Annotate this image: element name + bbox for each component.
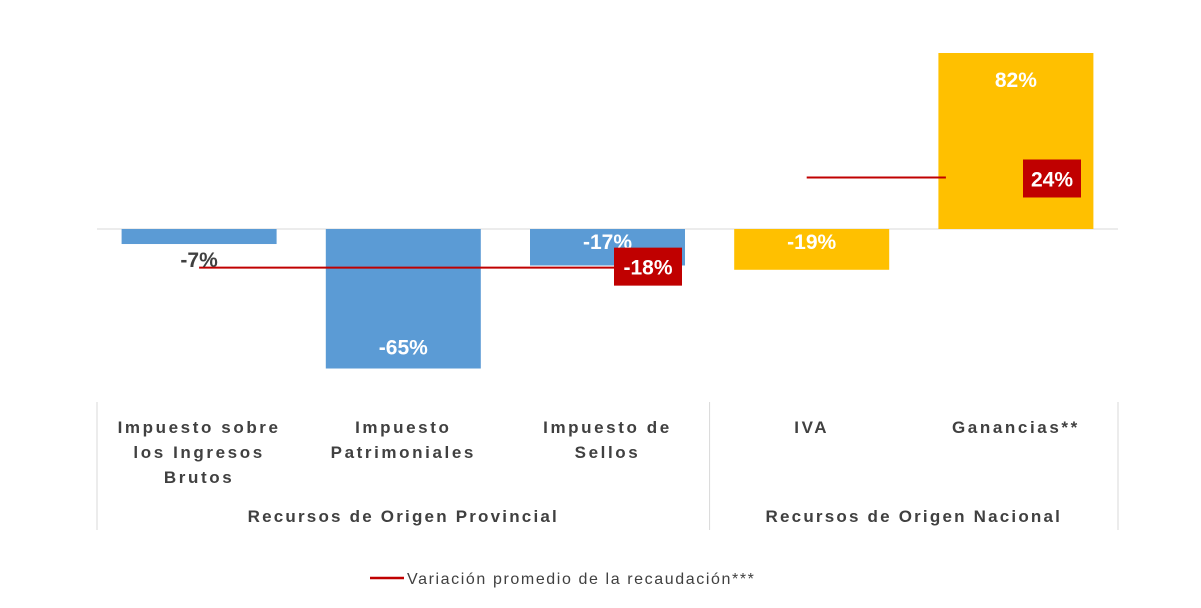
category-label-line: Impuesto de <box>543 418 672 437</box>
bar-5 <box>938 53 1094 229</box>
category-label-1: Impuesto sobre los Ingresos Brutos <box>118 418 281 487</box>
category-label-line: Impuesto <box>355 418 451 437</box>
category-label-line: Brutos <box>164 468 234 487</box>
value-label-4: -19% <box>787 231 836 254</box>
category-label-line: Impuesto sobre <box>118 418 281 437</box>
category-label-line: Sellos <box>575 443 641 462</box>
average-box-group-1 <box>614 247 682 286</box>
bars <box>121 53 1094 369</box>
legend: Variación promedio de la recaudación*** <box>370 571 756 588</box>
group-label-2: Recursos de Origen Nacional <box>766 507 1063 526</box>
average-box-group-2 <box>1023 159 1081 198</box>
category-label-line: los Ingresos <box>133 443 264 462</box>
category-label-line: Patrimoniales <box>331 443 476 462</box>
bar-2 <box>325 229 481 369</box>
value-label-1: -7% <box>180 249 218 272</box>
category-label-2: Impuesto Patrimoniales <box>331 418 476 462</box>
category-label-5: Ganancias** <box>952 418 1080 437</box>
value-label-2: -65% <box>379 337 428 360</box>
average-label-group-2: 24% <box>1031 168 1073 191</box>
value-label-5: 82% <box>995 69 1037 92</box>
category-label-line: Ganancias** <box>952 418 1080 437</box>
group-label-1: Recursos de Origen Provincial <box>248 507 559 526</box>
legend-label: Variación promedio de la recaudación*** <box>407 571 756 588</box>
average-label-group-1: -18% <box>623 257 672 280</box>
bar-4 <box>734 229 890 270</box>
category-label-line: IVA <box>794 418 829 437</box>
value-labels: -7%-65%-17% -19%82%-18%24% <box>180 69 1081 360</box>
category-label-4: IVA <box>794 418 829 437</box>
average-lines <box>199 176 946 269</box>
bar-1 <box>121 229 277 245</box>
category-label-3: Impuesto de Sellos <box>543 418 672 462</box>
category-axis: Impuesto sobre los Ingresos BrutosImpuesto… <box>96 402 1119 530</box>
